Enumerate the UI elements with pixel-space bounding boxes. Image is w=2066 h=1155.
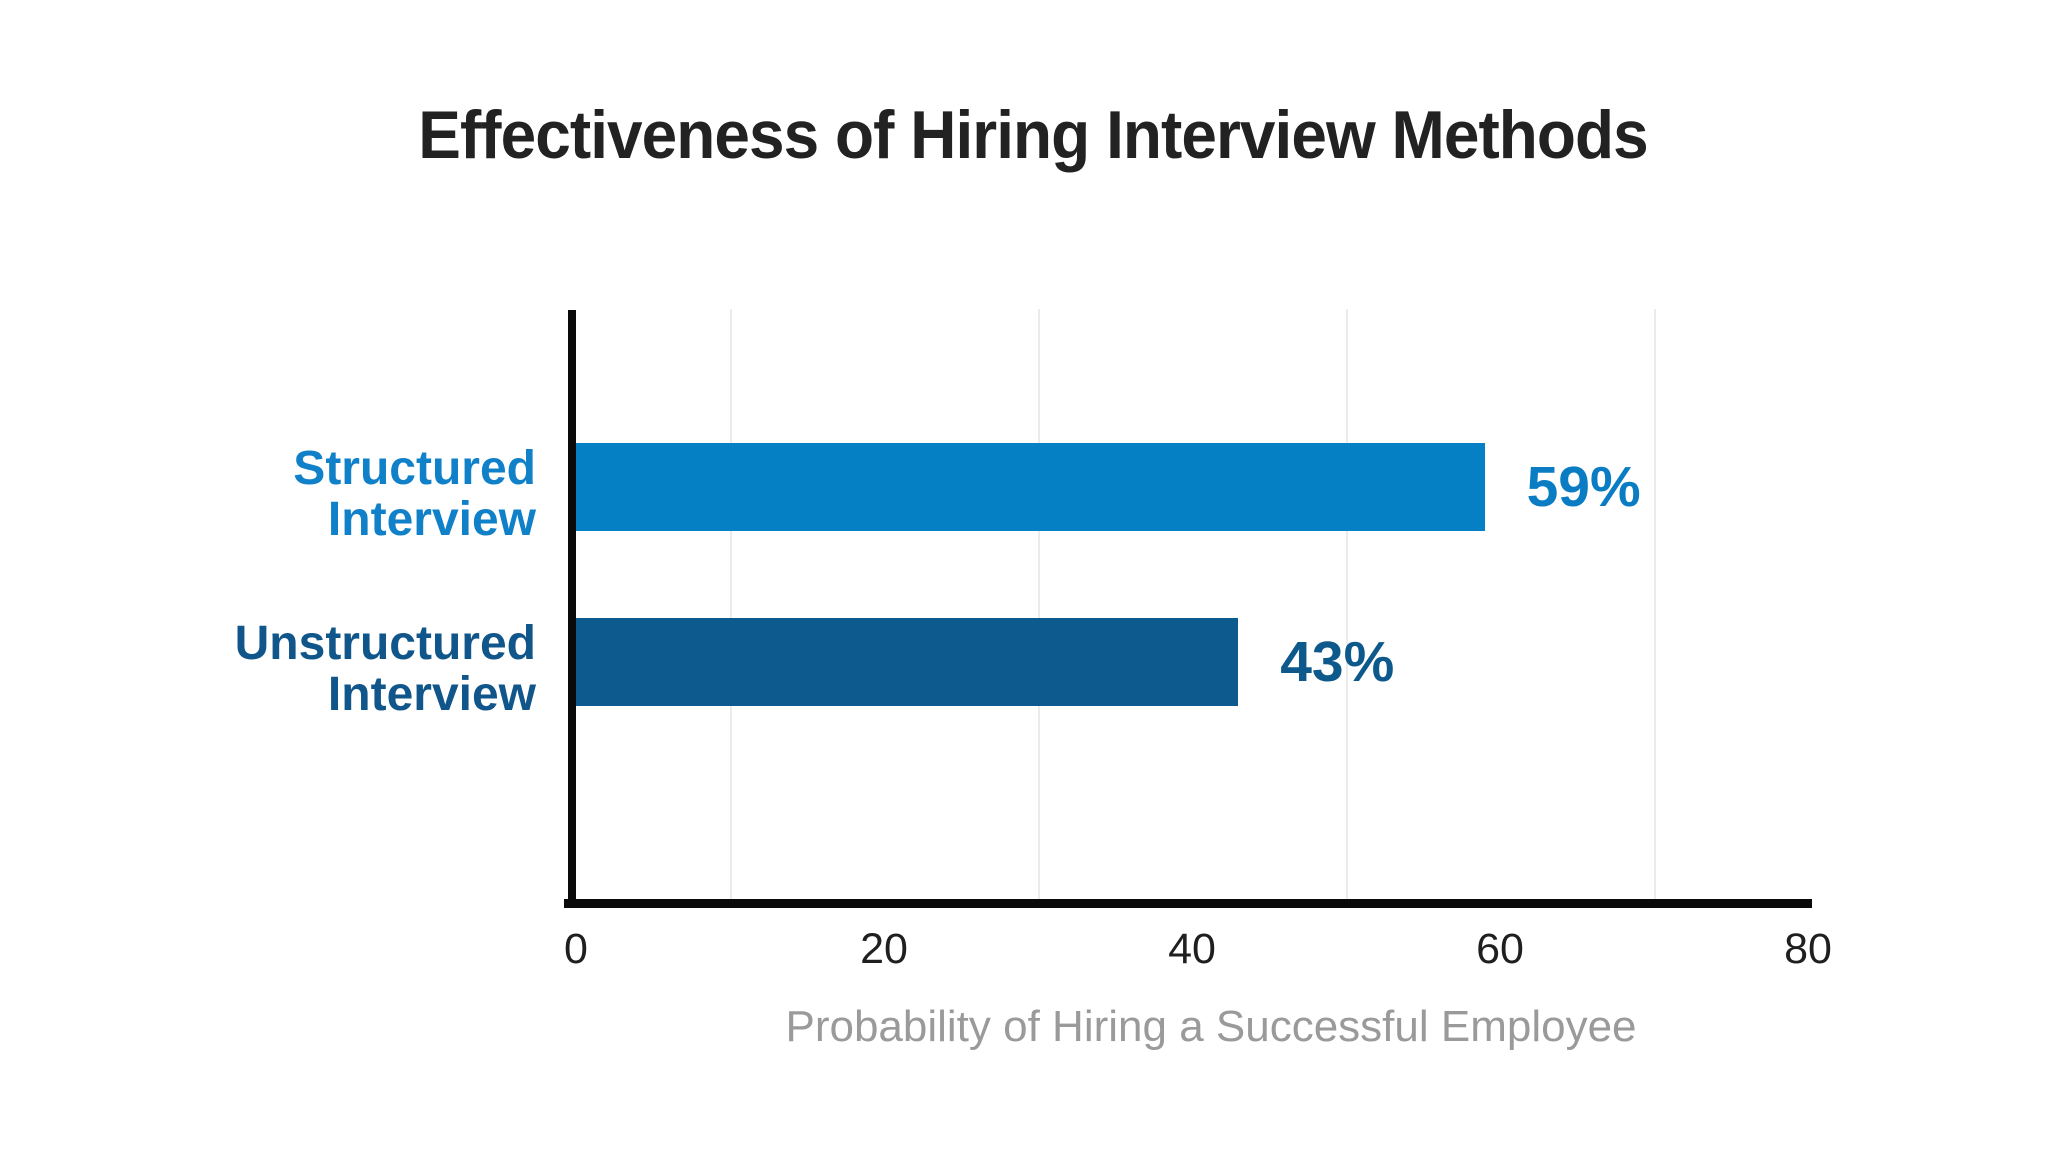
gridline — [730, 309, 732, 899]
x-axis-line — [564, 899, 1812, 908]
x-axis-title: Probability of Hiring a Successful Emplo… — [785, 1002, 1637, 1051]
category-label-line: Interview — [327, 493, 536, 546]
gridline — [1654, 309, 1656, 899]
category-label-line: Structured — [293, 442, 536, 495]
chart-title: Effectiveness of Hiring Interview Method… — [418, 97, 1648, 173]
bar — [576, 618, 1239, 706]
x-tick-label: 40 — [1168, 925, 1216, 973]
category-label-line: Unstructured — [234, 617, 536, 670]
category-label-line: Interview — [327, 668, 536, 721]
x-tick-label: 80 — [1784, 925, 1832, 973]
x-tick-label: 20 — [860, 925, 908, 973]
category-label: Structured Interview — [0, 442, 536, 545]
bar — [576, 443, 1485, 531]
x-tick-label: 60 — [1476, 925, 1524, 973]
value-label: 59% — [1526, 455, 1641, 519]
category-label: Unstructured Interview — [0, 617, 536, 720]
bar-row: 59% — [576, 443, 2066, 531]
gridline — [1038, 309, 1040, 899]
gridline — [1346, 309, 1348, 899]
y-axis-line — [568, 310, 576, 908]
value-label: 43% — [1280, 630, 1395, 694]
plot-area: 59% 43% 0 20 40 60 80 — [564, 309, 1832, 973]
bar-row: 43% — [576, 618, 2066, 706]
x-tick-label: 0 — [564, 925, 588, 973]
